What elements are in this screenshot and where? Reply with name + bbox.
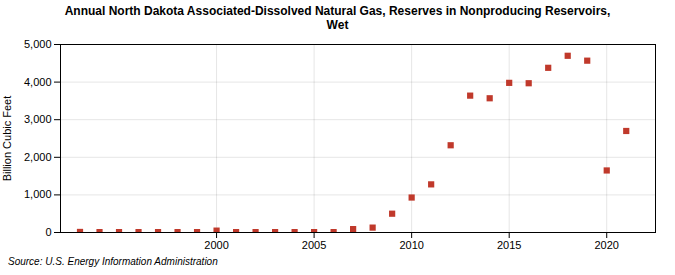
svg-text:2005: 2005: [302, 239, 326, 251]
svg-text:0: 0: [45, 226, 51, 238]
svg-text:3,000: 3,000: [24, 113, 52, 125]
svg-text:2010: 2010: [399, 239, 423, 251]
svg-text:4,000: 4,000: [24, 76, 52, 88]
svg-text:2015: 2015: [497, 239, 521, 251]
svg-text:2000: 2000: [204, 239, 228, 251]
svg-text:1,000: 1,000: [24, 188, 52, 200]
svg-text:Billion Cubic Feet: Billion Cubic Feet: [1, 96, 13, 182]
html-text:Source: U.S. Energy Informatio: Source: U.S. Energy Information Administ…: [8, 256, 218, 267]
html-text:Annual North Dakota Associated: Annual North Dakota Associated-Dissolved…: [64, 4, 611, 32]
svg-text:5,000: 5,000: [24, 38, 52, 50]
svg-text:2020: 2020: [594, 239, 618, 251]
svg-text:2,000: 2,000: [24, 151, 52, 163]
